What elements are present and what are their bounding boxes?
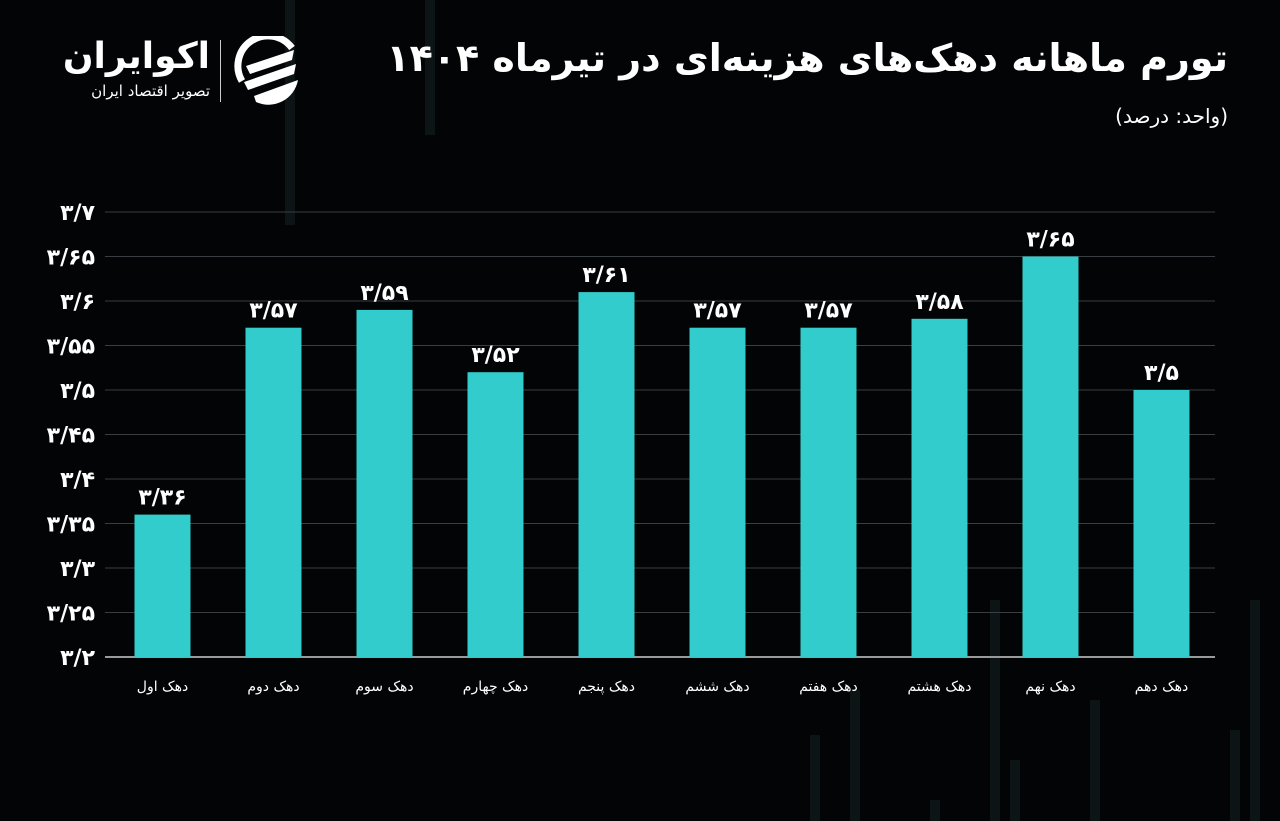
x-tick-label: دهک چهارم (463, 679, 528, 695)
data-label: ۳/۵ (1144, 361, 1179, 386)
x-tick-label: دهک دهم (1135, 679, 1189, 695)
x-tick-label: دهک هفتم (799, 679, 858, 695)
x-tick-label: دهک اول (137, 679, 188, 695)
decor-candle (1090, 700, 1100, 821)
x-tick-label: دهک دوم (247, 679, 299, 695)
logo-swoosh-icon (234, 36, 298, 105)
bar (911, 318, 968, 657)
data-label: ۳/۵۹ (360, 281, 408, 306)
y-tick-label: ۳/۴۵ (47, 424, 95, 449)
y-tick-label: ۳/۶۵ (47, 246, 95, 271)
data-label: ۳/۵۸ (915, 290, 964, 315)
data-label: ۳/۳۶ (138, 486, 186, 511)
decor-candle (425, 0, 435, 135)
logo-tagline: تصویر اقتصاد ایران (91, 82, 210, 100)
logo-divider (220, 40, 221, 102)
bar (467, 372, 524, 657)
data-label: ۳/۵۷ (249, 299, 298, 324)
decor-candle (990, 600, 1000, 821)
y-tick-label: ۳/۴ (60, 468, 95, 493)
y-tick-label: ۳/۳۵ (47, 513, 95, 538)
data-label: ۳/۶۱ (582, 263, 630, 288)
data-label: ۳/۶۵ (1026, 228, 1074, 253)
decor-candle (285, 0, 295, 225)
data-label: ۳/۵۷ (804, 299, 853, 324)
chart-title: تورم ماهانه دهک‌های هزینه‌ای در تیرماه ۱… (386, 36, 1228, 80)
chart-unit: (واحد: درصد) (1115, 104, 1228, 128)
x-tick-label: دهک پنجم (578, 679, 635, 695)
x-tick-label: دهک هشتم (907, 679, 971, 695)
y-tick-label: ۳/۶ (60, 290, 95, 315)
y-tick-label: ۳/۵۵ (47, 335, 95, 360)
logo: اکوایران تصویر اقتصاد ایران (50, 36, 310, 108)
decor-candle (850, 690, 860, 821)
bar (689, 327, 746, 657)
y-tick-label: ۳/۲۵ (47, 602, 95, 627)
decor-candle (1250, 600, 1260, 821)
decor-candle (810, 735, 820, 821)
data-label: ۳/۵۷ (693, 299, 742, 324)
y-tick-label: ۳/۵ (60, 379, 95, 404)
decor-candle (1230, 730, 1240, 821)
data-label: ۳/۵۲ (471, 343, 520, 368)
bar (245, 327, 302, 657)
bar (1133, 390, 1190, 657)
bar (356, 309, 413, 657)
decor-candle (1010, 760, 1020, 821)
y-tick-label: ۳/۳ (60, 557, 95, 582)
bar (134, 514, 191, 657)
decor-candle (930, 800, 940, 821)
y-tick-label: ۳/۲ (60, 646, 95, 671)
x-tick-label: دهک سوم (355, 679, 413, 695)
bar (800, 327, 857, 657)
bar (1022, 256, 1079, 657)
x-tick-label: دهک نهم (1025, 679, 1075, 695)
logo-name: اکوایران (62, 36, 210, 77)
bar (578, 292, 635, 657)
y-tick-label: ۳/۷ (60, 201, 95, 226)
x-tick-label: دهک ششم (685, 679, 749, 695)
